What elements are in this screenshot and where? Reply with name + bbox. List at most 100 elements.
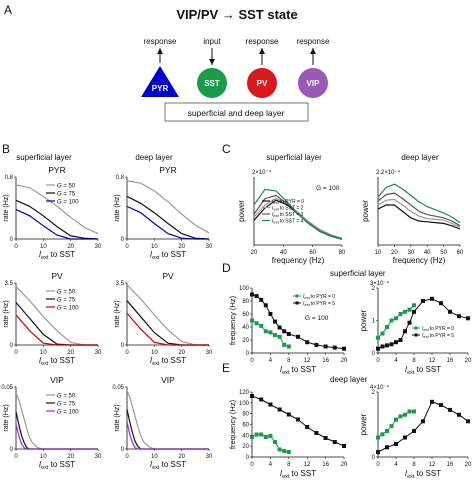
x-axis-label: Iext to SST [150, 460, 186, 471]
legend-label: Iextto SST = 2 [272, 206, 304, 212]
data-point [259, 397, 264, 402]
x-tick-label: 30 [407, 250, 414, 256]
x-tick-label: 0 [376, 462, 380, 468]
y-tick-label: 0 [121, 343, 125, 349]
data-point [380, 432, 385, 437]
x-tick-label: 16 [447, 358, 454, 364]
x-tick-label: 0 [125, 244, 129, 250]
x-tick-label: 30 [206, 454, 213, 460]
neuron-vip: VIP response [297, 37, 330, 98]
legend-i: I [303, 301, 305, 307]
y-tick-label: 3.5 [116, 281, 125, 287]
legend-sub: ext [423, 327, 429, 332]
series-line [377, 198, 461, 228]
data-point [380, 331, 385, 336]
data-point [448, 407, 452, 412]
legend-text: to PYR = 0 [311, 294, 336, 300]
data-point [273, 333, 277, 338]
panel-c-title-deep: deep layer [401, 153, 439, 162]
y-tick-label: 100 [239, 401, 250, 407]
xlabel-rest: to SST [159, 250, 186, 259]
xlabel-i: I [150, 250, 153, 259]
data-point [466, 419, 470, 424]
data-point [332, 345, 337, 350]
exponent-label: 3×10⁻⁴ [370, 280, 390, 287]
data-point [421, 419, 425, 424]
arrow-head-up [310, 48, 316, 54]
x-tick-label: 12 [429, 358, 436, 364]
xlabel-i: I [150, 356, 153, 365]
y-axis-label: power [361, 200, 370, 222]
series-line [377, 192, 461, 227]
xlabel-i: I [280, 469, 283, 478]
y-axis-label: power [359, 309, 368, 331]
data-point [314, 342, 319, 347]
data-point [389, 342, 394, 347]
series-line [15, 424, 98, 450]
data-point [342, 346, 346, 351]
panel-label-c: C [222, 142, 231, 156]
legend-eq: = [62, 306, 69, 312]
x-tick-label: 10 [151, 350, 158, 356]
x-axis-label: Iext to SST [39, 460, 75, 471]
series-line [377, 183, 461, 224]
y-tick-label: 0 [10, 447, 14, 453]
neuron-circle [247, 68, 277, 98]
legend-sub: ext [273, 213, 279, 218]
data-point [282, 329, 287, 334]
xlabel-rest: to SST [159, 356, 186, 365]
data-point [376, 435, 380, 440]
legend-label: G = 100 [57, 306, 79, 312]
y-tick-label: 80 [242, 299, 249, 305]
y-tick-label: 60 [242, 423, 249, 429]
cell-name: PYR [159, 165, 176, 175]
data-point [398, 312, 403, 316]
y-tick-label: 80 [242, 412, 249, 418]
data-point [314, 431, 319, 435]
xlabel-rest: to SST [48, 356, 75, 365]
x-tick-label: 12 [304, 358, 311, 364]
xlabel-sub: ext [282, 474, 290, 480]
x-tick-label: 10 [375, 250, 382, 256]
data-point [263, 435, 268, 439]
xlabel-sub: ext [407, 474, 415, 480]
data-point [376, 335, 380, 340]
data-point [403, 435, 407, 440]
x-tick-label: 0 [14, 244, 18, 250]
xlabel-i: I [39, 460, 42, 469]
x-axis-label: frequency (Hz) [393, 256, 446, 265]
data-point [385, 325, 389, 329]
data-point [259, 323, 264, 328]
data-point [403, 412, 407, 417]
data-point [254, 294, 259, 299]
legend-sub: ext [304, 302, 310, 307]
xlabel-rest: to SST [48, 460, 75, 469]
legend-value: 50 [69, 394, 76, 400]
legend-label: Iextto PYR = 5 [422, 333, 454, 339]
legend-eq: = [62, 298, 69, 304]
legend-value: 50 [69, 290, 76, 296]
data-point [286, 332, 291, 336]
data-point [277, 407, 282, 412]
series-line [126, 205, 209, 240]
legend-value: 75 [69, 298, 76, 304]
cell-name: PYR [48, 165, 65, 175]
data-point [389, 318, 394, 323]
data-point [296, 417, 300, 422]
data-point [268, 330, 273, 335]
legend-marker [414, 333, 418, 337]
data-point [268, 402, 273, 407]
panel-label-b: B [2, 142, 10, 156]
neuron-label: VIP [307, 79, 321, 88]
x-tick-label: 8 [412, 358, 416, 364]
x-tick-label: 0 [125, 350, 129, 356]
legend-eq: = [62, 402, 69, 408]
legend-i: I [272, 206, 274, 212]
series-line [126, 312, 209, 346]
legend-sub: ext [304, 295, 310, 300]
y-tick-label: 0.05 [112, 385, 124, 391]
arrow-head-up [157, 48, 163, 54]
